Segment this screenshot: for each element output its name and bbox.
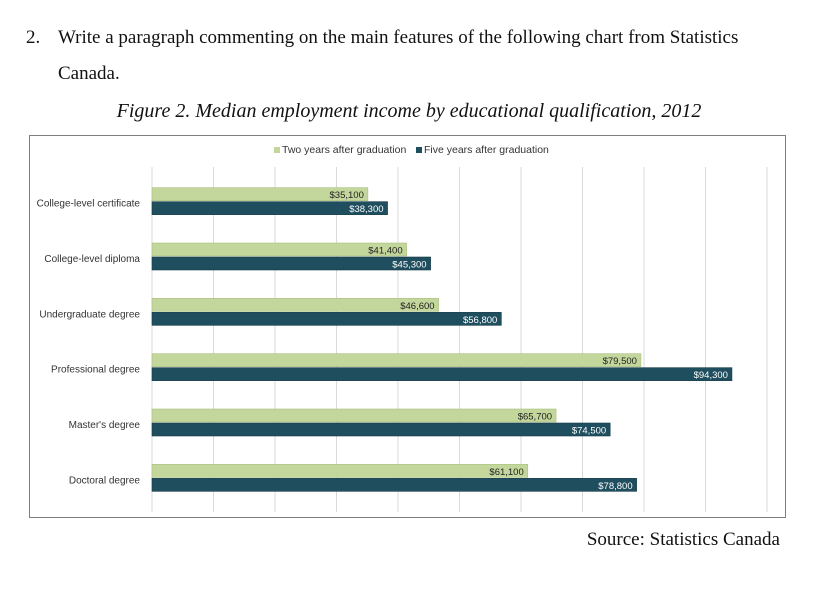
- data-label: $79,500: [603, 356, 637, 367]
- bar: [151, 464, 529, 478]
- data-label: $38,300: [349, 204, 383, 215]
- data-label: $61,100: [489, 467, 523, 478]
- legend-swatch: [274, 147, 280, 153]
- data-label: $65,700: [518, 412, 552, 423]
- bar: [151, 367, 733, 381]
- data-label: $41,400: [368, 246, 402, 257]
- bar: [151, 256, 431, 271]
- data-label: $94,300: [694, 370, 728, 381]
- bar: [151, 201, 388, 215]
- data-label: $46,600: [400, 301, 434, 312]
- question: 2. Write a paragraph commenting on the m…: [26, 20, 796, 92]
- bar: [151, 478, 637, 492]
- bar: [151, 187, 369, 201]
- data-label: $56,800: [463, 315, 497, 326]
- data-label: $78,800: [598, 481, 632, 492]
- chart: Two years after graduation Five years aft…: [29, 135, 786, 518]
- data-label: $45,300: [392, 260, 426, 271]
- category-label: Undergraduate degree: [39, 309, 140, 320]
- legend-swatch: [416, 147, 422, 153]
- question-number: 2.: [26, 27, 41, 48]
- bar: [151, 353, 642, 367]
- bar: [151, 408, 557, 423]
- bar: [151, 242, 407, 257]
- data-label: $74,500: [572, 426, 606, 437]
- bar: [151, 312, 502, 326]
- figure-title: Figure 2. Median employment income by ed…: [116, 100, 702, 122]
- category-label: Master's degree: [69, 420, 141, 431]
- category-label: Professional degree: [51, 365, 140, 376]
- bar: [151, 298, 439, 312]
- legend-label: Five years after graduation: [424, 144, 549, 156]
- question-text: Write a paragraph commenting on the main…: [58, 27, 739, 84]
- data-label: $35,100: [330, 190, 364, 201]
- chart-svg: Two years after graduation Five years aft…: [37, 144, 768, 512]
- bar: [151, 422, 611, 437]
- source-note: Source: Statistics Canada: [586, 529, 780, 550]
- category-label: College-level certificate: [37, 199, 141, 210]
- category-label: College-level diploma: [44, 254, 140, 265]
- legend-label: Two years after graduation: [282, 144, 406, 156]
- category-label: Doctoral degree: [69, 475, 141, 486]
